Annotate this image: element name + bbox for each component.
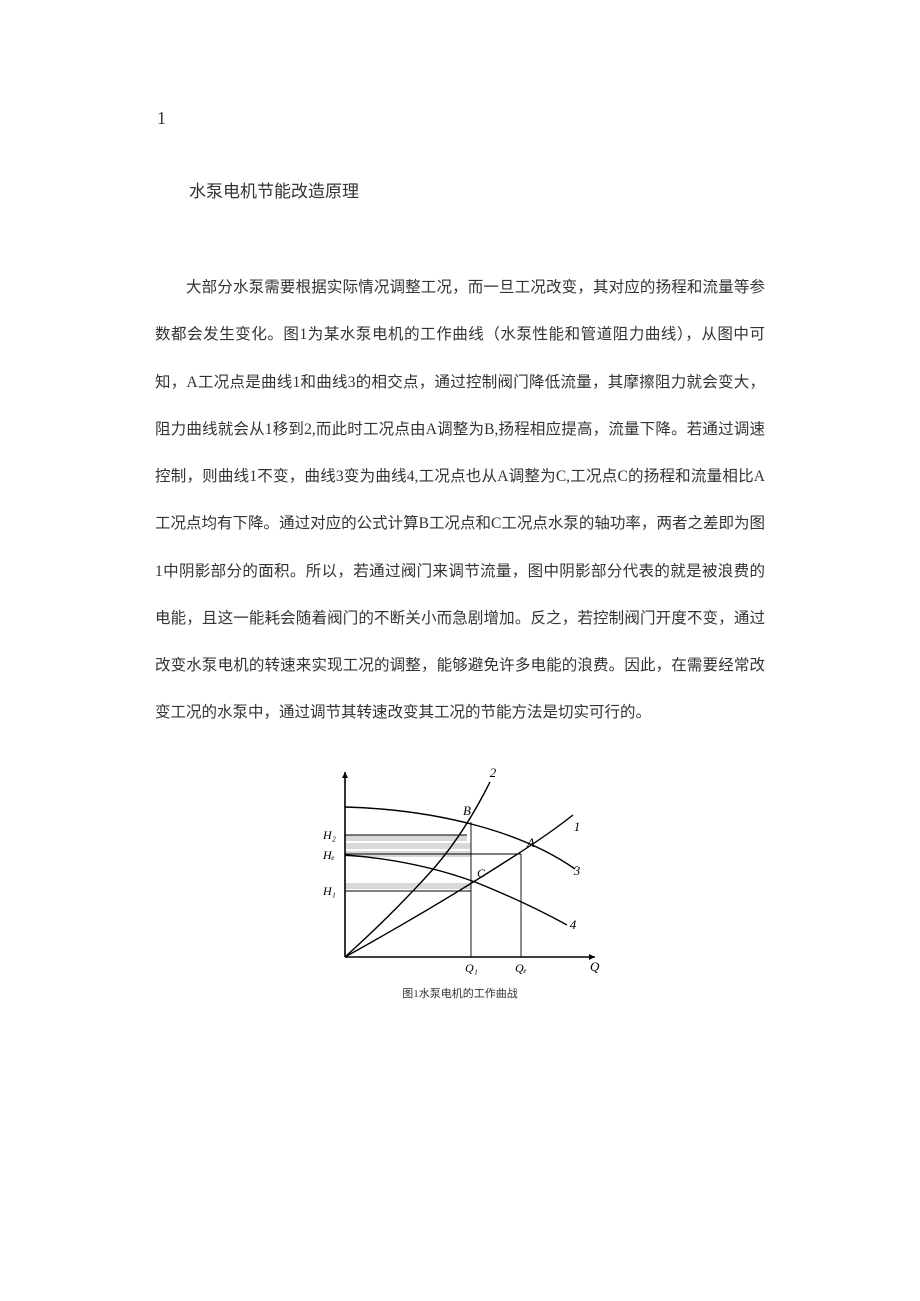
figure-1: 3 4 1 2 A B C Q Q₁ Qₑ H₁ Hₑ H₂ 图1水泵电机的工作曲战 [155, 767, 765, 1001]
svg-text:3: 3 [573, 863, 581, 878]
svg-text:Hₑ: Hₑ [322, 848, 335, 862]
svg-text:2: 2 [490, 767, 497, 780]
svg-text:Q: Q [590, 959, 600, 974]
pump-curve-chart: 3 4 1 2 A B C Q Q₁ Qₑ H₁ Hₑ H₂ [315, 767, 605, 977]
body-paragraph: 大部分水泵需要根据实际情况调整工况，而一旦工况改变，其对应的扬程和流量等参数都会… [155, 264, 765, 737]
svg-text:A: A [526, 835, 535, 850]
svg-text:Qₑ: Qₑ [515, 961, 527, 975]
svg-text:C: C [477, 866, 486, 880]
svg-text:Q₁: Q₁ [465, 961, 478, 975]
chart-svg: 3 4 1 2 A B C Q Q₁ Qₑ H₁ Hₑ H₂ [315, 767, 605, 977]
svg-text:1: 1 [574, 819, 581, 834]
svg-text:4: 4 [570, 917, 577, 932]
document-page: 1 水泵电机节能改造原理 大部分水泵需要根据实际情况调整工况，而一旦工况改变，其… [0, 0, 920, 1061]
svg-text:H₂: H₂ [322, 828, 336, 842]
svg-text:B: B [463, 803, 471, 818]
section-number: 1 [157, 108, 765, 129]
svg-text:H₁: H₁ [322, 884, 336, 898]
figure-caption: 图1水泵电机的工作曲战 [402, 985, 518, 1001]
section-heading: 水泵电机节能改造原理 [155, 177, 765, 202]
